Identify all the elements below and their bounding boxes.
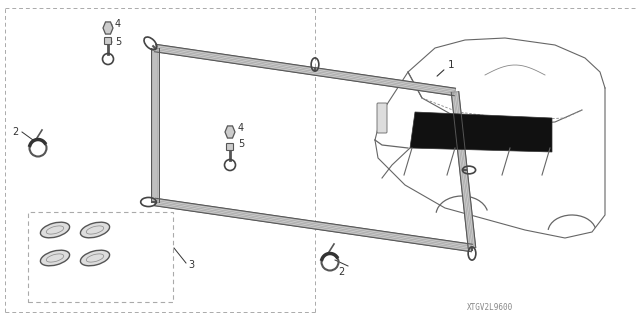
Text: 4: 4: [115, 19, 121, 29]
Polygon shape: [451, 92, 476, 248]
Text: 5: 5: [238, 139, 244, 149]
Polygon shape: [154, 44, 456, 96]
Ellipse shape: [81, 250, 109, 266]
Text: XTGV2L9600: XTGV2L9600: [467, 303, 513, 313]
Text: 5: 5: [115, 37, 121, 47]
Text: 3: 3: [188, 260, 194, 270]
Ellipse shape: [81, 222, 109, 238]
Polygon shape: [103, 22, 113, 34]
Text: 2: 2: [338, 267, 344, 277]
Polygon shape: [225, 126, 235, 138]
Polygon shape: [154, 198, 472, 252]
FancyBboxPatch shape: [377, 103, 387, 133]
Ellipse shape: [40, 222, 70, 238]
Text: 1: 1: [448, 60, 454, 70]
FancyBboxPatch shape: [104, 37, 111, 44]
Polygon shape: [151, 48, 159, 202]
FancyBboxPatch shape: [227, 143, 234, 150]
Text: 4: 4: [238, 123, 244, 133]
Ellipse shape: [40, 250, 70, 266]
Polygon shape: [410, 112, 552, 152]
Text: 2: 2: [12, 127, 19, 137]
